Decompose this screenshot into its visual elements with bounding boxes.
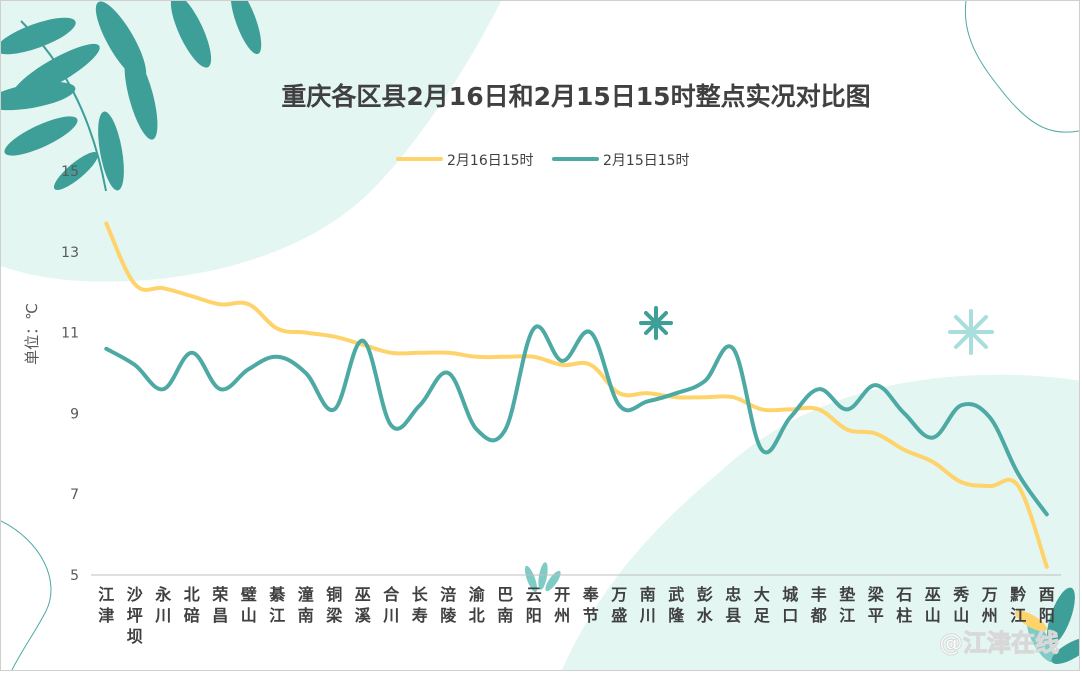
x-tick-label: 江津 xyxy=(98,585,114,625)
x-tick-label: 合川 xyxy=(382,585,400,625)
x-tick-label: 大足 xyxy=(754,585,771,625)
y-tick-label: 7 xyxy=(70,487,79,503)
x-tick-label: 长寿 xyxy=(412,585,429,625)
series-lines xyxy=(104,221,1049,569)
x-tick-label: 渝北 xyxy=(469,585,486,625)
x-axis-categories: 江津沙坪坝永川北碚荣昌璧山綦江潼南铜梁巫溪合川长寿涪陵渝北巴南云阳开州奉节万盛南… xyxy=(98,585,1055,646)
star-sparkle-icon xyxy=(639,306,673,340)
leaf-branch-icon xyxy=(1015,587,1079,664)
x-tick-label: 秀山 xyxy=(952,585,969,625)
x-tick-label: 万州 xyxy=(981,585,998,625)
x-tick-label: 永川 xyxy=(154,585,171,625)
x-tick-label: 城口 xyxy=(782,585,798,625)
x-tick-label: 丰都 xyxy=(810,585,827,625)
mint-blob-bottom xyxy=(561,374,1079,670)
y-tick-label: 9 xyxy=(70,406,79,422)
deco-curve-left xyxy=(1,520,52,670)
x-tick-label: 忠县 xyxy=(725,585,741,625)
legend: 2月16日15时 2月15日15时 xyxy=(396,153,690,169)
y-axis-ticks: 5 7 9 11 13 15 xyxy=(61,164,79,584)
x-tick-label: 石柱 xyxy=(895,585,912,625)
x-tick-label: 黔江 xyxy=(1010,585,1026,625)
y-tick-label: 5 xyxy=(70,568,79,584)
x-tick-label: 垫江 xyxy=(839,585,855,625)
y-tick-label: 15 xyxy=(61,164,79,180)
x-tick-label: 巫溪 xyxy=(355,585,372,625)
x-tick-label: 沙坪坝 xyxy=(127,585,143,646)
x-tick-label: 潼南 xyxy=(298,585,314,625)
x-tick-label: 酉阳 xyxy=(1039,585,1055,625)
leaf-branch-icon xyxy=(1,1,262,192)
x-tick-label: 綦江 xyxy=(268,585,286,625)
x-tick-label: 彭水 xyxy=(697,585,714,625)
legend-label-series-1: 2月16日15时 xyxy=(447,153,534,169)
x-tick-label: 奉节 xyxy=(582,585,600,625)
series-line-1 xyxy=(104,221,1049,569)
series-line-2 xyxy=(104,324,1049,517)
x-tick-label: 武隆 xyxy=(668,585,685,625)
x-tick-label: 南川 xyxy=(639,585,656,625)
star-sparkle-icon xyxy=(948,309,994,355)
x-tick-label: 巴南 xyxy=(497,585,513,625)
x-tick-label: 璧山 xyxy=(241,585,257,625)
x-tick-label: 万盛 xyxy=(610,585,627,625)
y-tick-label: 13 xyxy=(61,245,79,261)
x-tick-label: 梁平 xyxy=(867,585,885,625)
y-axis-label: 单位：℃ xyxy=(23,303,41,365)
x-tick-label: 铜梁 xyxy=(325,585,343,625)
x-tick-label: 涪陵 xyxy=(440,585,457,625)
x-tick-label: 北碚 xyxy=(184,585,200,625)
chart-title: 重庆各区县2月16日和2月15日15时整点实况对比图 xyxy=(281,82,870,111)
leaf-branch-icon xyxy=(524,562,561,593)
x-tick-label: 荣昌 xyxy=(211,585,228,625)
x-tick-label: 云阳 xyxy=(526,585,542,625)
legend-label-series-2: 2月15日15时 xyxy=(603,153,690,169)
x-tick-label: 巫山 xyxy=(925,585,941,625)
y-tick-label: 11 xyxy=(61,326,79,342)
deco-curve-right xyxy=(964,1,1079,133)
x-tick-label: 开州 xyxy=(553,585,570,625)
watermark: @江津在线 xyxy=(939,629,1059,657)
